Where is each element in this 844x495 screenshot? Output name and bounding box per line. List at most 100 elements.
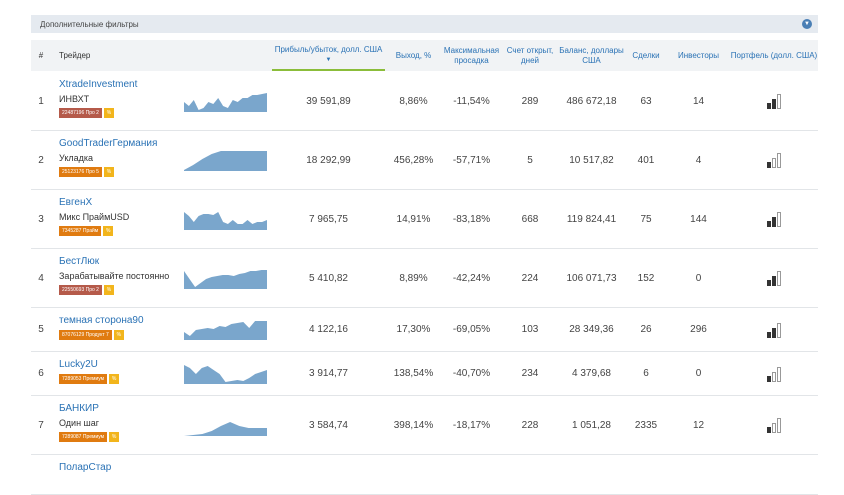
equity-sparkline (184, 365, 267, 384)
table-row[interactable]: 6 Lucky2U 7289053 Премиум% 3 914,77 138,54% -… (31, 352, 818, 396)
investors-value: 296 (690, 324, 707, 335)
percent-badge-icon[interactable]: % (109, 432, 120, 442)
percent-badge-icon[interactable]: % (113, 330, 124, 340)
col-trader[interactable]: Трейдер (59, 50, 91, 60)
table-row[interactable]: 5 темная сторона90 87076129 Продукт 7% 4 12… (31, 308, 818, 352)
trader-name-link[interactable]: GoodTraderГермания (59, 138, 158, 149)
trader-name-link[interactable]: БестЛюк (59, 256, 100, 267)
investors-value (671, 455, 726, 494)
percent-badge-icon[interactable]: % (103, 285, 114, 295)
portfolio-cell[interactable] (728, 352, 820, 395)
col-balance[interactable]: Баланс, доллары США (559, 45, 624, 65)
equity-sparkline (184, 270, 267, 289)
account-badge[interactable]: 7289087 Премиум (59, 432, 108, 442)
signal-bars-icon (767, 417, 781, 433)
yield-value: 456,28% (393, 154, 434, 166)
trades-value: 26 (640, 324, 652, 335)
yield-value: 398,14% (393, 419, 434, 431)
trader-name-link[interactable]: БАНКИР (59, 403, 99, 414)
days-value: 668 (521, 213, 539, 225)
signal-bars-icon (767, 152, 781, 168)
balance-value: 119 824,41 (566, 213, 617, 225)
sparkline-area (184, 321, 267, 340)
portfolio-cell[interactable] (728, 396, 820, 454)
days-value: 289 (521, 95, 539, 107)
profit-value: 39 591,89 (306, 95, 351, 107)
trader-name-link[interactable]: ПоларСтар (59, 462, 112, 473)
trader-name-link[interactable]: ЕвгенX (59, 197, 93, 208)
equity-sparkline (184, 422, 267, 436)
profit-value: 7 965,75 (309, 213, 348, 225)
rank (31, 455, 51, 494)
yield-value: 138,54% (393, 368, 434, 379)
balance-value: 486 672,18 (566, 95, 617, 107)
profit-value: 5 410,82 (309, 272, 348, 284)
strategy-name: ИНВХТ (59, 94, 90, 104)
drawdown-value: -11,54% (453, 95, 490, 107)
trades-value: 152 (637, 272, 655, 284)
account-badge[interactable]: 22550693 Про 2 (59, 285, 102, 295)
percent-badge-icon[interactable]: % (109, 374, 120, 384)
percent-badge-icon[interactable]: % (103, 226, 114, 236)
table-row[interactable]: 1 XtradeInvestment ИНВХТ 22487196 Про 2% 39 … (31, 72, 818, 131)
trades-value: 401 (637, 154, 655, 166)
percent-badge-icon[interactable]: % (103, 167, 114, 177)
rank: 7 (38, 419, 44, 431)
trades-value: 6 (643, 368, 649, 379)
trader-name-link[interactable]: Lucky2U (59, 359, 98, 370)
table-row[interactable]: 3 ЕвгенX Микс ПраймUSD 7345287 Прайм% 7 965,… (31, 190, 818, 249)
balance-value: 10 517,82 (569, 154, 614, 166)
rank: 4 (38, 272, 44, 284)
col-days[interactable]: Счет открыт, дней (506, 45, 554, 65)
account-badge[interactable]: 7289053 Премиум (59, 374, 108, 384)
sparkline-area (184, 151, 267, 171)
chevron-down-icon[interactable]: ▼ (802, 19, 812, 29)
trades-value: 75 (640, 213, 652, 225)
signal-bars-icon (767, 366, 781, 382)
account-badge[interactable]: 87076129 Продукт 7 (59, 330, 112, 340)
balance-value: 106 071,73 (566, 272, 617, 284)
equity-sparkline (184, 321, 267, 340)
trader-name-link[interactable]: XtradeInvestment (59, 79, 138, 90)
portfolio-cell[interactable] (728, 308, 820, 351)
days-value (504, 455, 556, 494)
drawdown-value: -18,17% (452, 419, 491, 431)
col-trades[interactable]: Сделки (632, 50, 660, 60)
yield-value: 8,89% (399, 272, 428, 284)
days-value: 228 (521, 419, 539, 431)
percent-badge-icon[interactable]: % (103, 108, 114, 118)
days-value: 224 (521, 272, 539, 284)
profit-value: 3 914,77 (309, 368, 348, 379)
table-row[interactable]: 2 GoodTraderГермания Укладка 25123176 Про 5… (31, 131, 818, 190)
rank: 5 (38, 324, 44, 335)
account-badge[interactable]: 7345287 Прайм (59, 226, 102, 236)
drawdown-value: -69,05% (452, 324, 491, 335)
portfolio-cell[interactable] (728, 131, 820, 189)
days-value: 234 (521, 368, 539, 379)
drawdown-value: -57,71% (452, 154, 491, 166)
table-row[interactable]: 4 БестЛюк Зарабатывайте постоянно 22550693 … (31, 249, 818, 308)
strategy-name: Микс ПраймUSD (59, 212, 130, 222)
balance-value: 1 051,28 (572, 419, 611, 431)
additional-filters-bar[interactable]: Дополнительные фильтры ▼ (31, 15, 818, 33)
col-yield[interactable]: Выход, % (395, 50, 432, 60)
portfolio-cell[interactable] (728, 72, 820, 130)
signal-bars-icon (767, 270, 781, 286)
drawdown-value: -42,24% (452, 272, 491, 284)
strategy-name: Укладка (59, 153, 94, 163)
table-row[interactable]: 7 БАНКИР Один шаг 7289087 Премиум% 3 584,74 3… (31, 396, 818, 455)
signal-bars-icon (767, 322, 781, 338)
col-profit[interactable]: Прибыль/убыток, долл. США ▼ (272, 40, 385, 71)
account-badge[interactable]: 25123176 Про 5 (59, 167, 102, 177)
col-drawdown[interactable]: Максимальная просадка (443, 45, 500, 65)
profit-value (272, 455, 385, 494)
trader-name-link[interactable]: темная сторона90 (59, 315, 144, 326)
col-investors[interactable]: Инвесторы (678, 50, 719, 60)
sparkline-area (184, 365, 267, 384)
portfolio-cell[interactable] (728, 249, 820, 307)
table-row[interactable]: ПоларСтар (31, 455, 818, 495)
account-badge[interactable]: 22487196 Про 2 (59, 108, 102, 118)
portfolio-cell[interactable] (728, 190, 820, 248)
profit-value: 3 584,74 (309, 419, 348, 431)
col-portfolio[interactable]: Портфель (долл. США) (730, 50, 818, 60)
